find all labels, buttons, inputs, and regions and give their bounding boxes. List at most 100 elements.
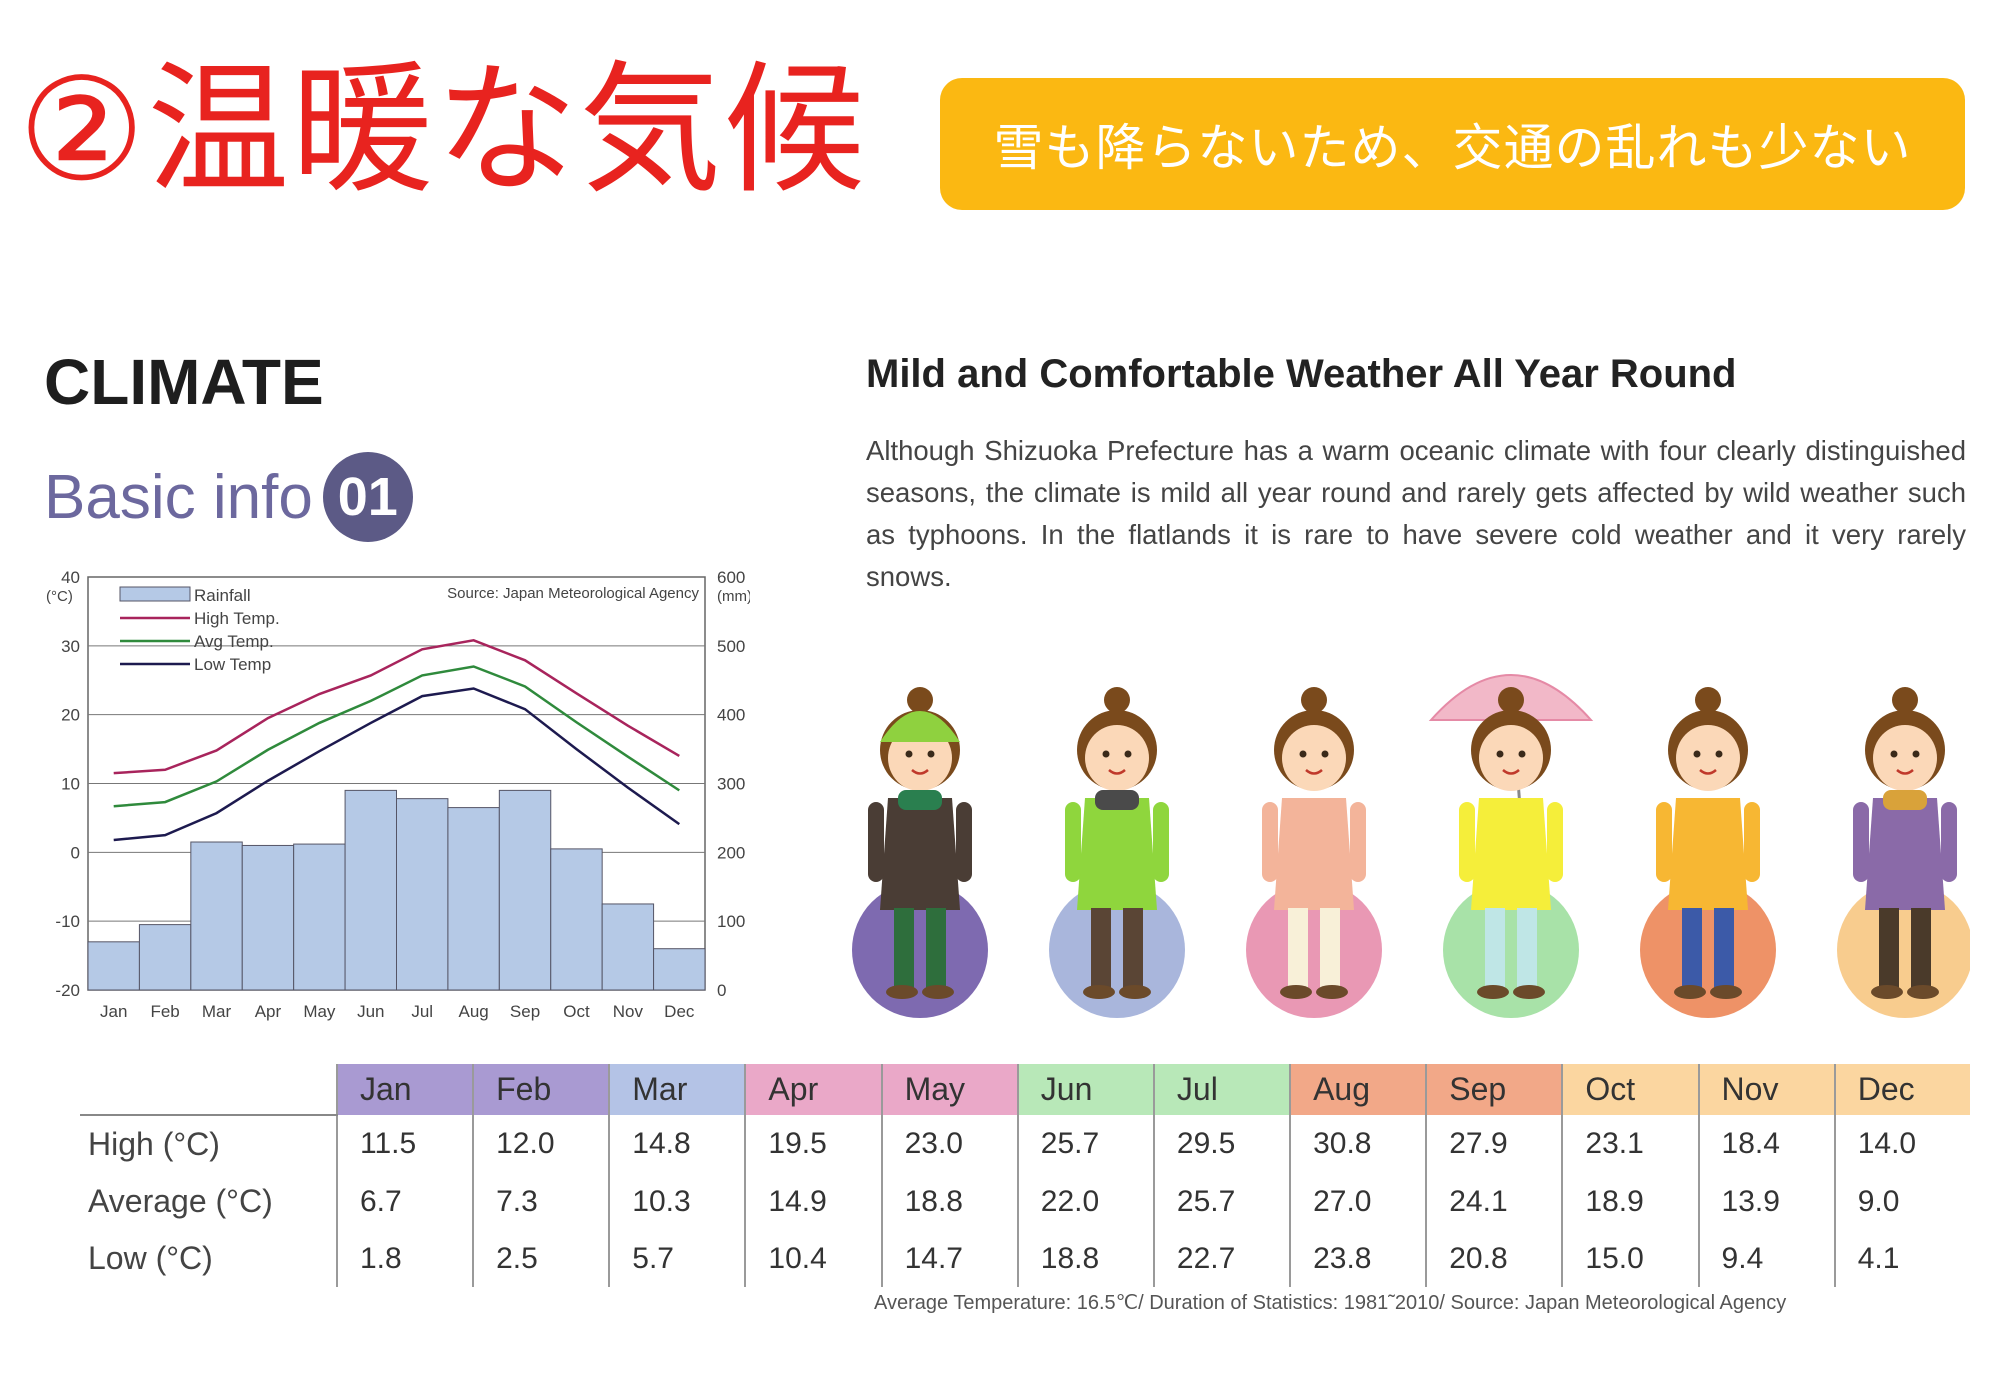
- month-header-cell: Mar: [608, 1064, 746, 1115]
- chart-source-note: Source: Japan Meteorological Agency: [447, 585, 699, 602]
- arm: [1853, 802, 1869, 882]
- headline: Mild and Comfortable Weather All Year Ro…: [866, 352, 1737, 396]
- coat: [1668, 798, 1748, 910]
- left-tick-label: 20: [61, 706, 80, 725]
- shoe: [886, 985, 918, 999]
- scarf: [1883, 790, 1927, 810]
- leg: [894, 908, 914, 988]
- leg: [1288, 908, 1308, 988]
- leg: [1714, 908, 1734, 988]
- left-tick-label: 30: [61, 637, 80, 656]
- eye: [1102, 750, 1110, 758]
- table-cell: 11.5: [335, 1115, 474, 1173]
- table-cell: 30.8: [1289, 1115, 1427, 1173]
- table-cell: 18.4: [1697, 1115, 1835, 1173]
- table-cell: 12.0: [472, 1115, 610, 1173]
- shoe: [1907, 985, 1939, 999]
- table-cell: 15.0: [1561, 1230, 1699, 1287]
- rainfall-bar: [190, 841, 243, 991]
- rainfall-bar: [87, 941, 140, 991]
- person-figure: [1428, 674, 1594, 1018]
- table-cell: 10.3: [608, 1173, 746, 1230]
- table-cell: 18.8: [880, 1173, 1018, 1230]
- rainfall-bar: [550, 848, 603, 991]
- scarf: [898, 790, 942, 810]
- rainfall-bar: [498, 789, 552, 991]
- left-tick-label: 10: [61, 775, 80, 794]
- month-header-cell: Feb: [472, 1064, 610, 1115]
- season-circle: [1837, 882, 1970, 1018]
- arm: [1350, 802, 1366, 882]
- season-circle: [852, 882, 988, 1018]
- eye: [1299, 750, 1307, 758]
- table-cell: 6.7: [335, 1173, 474, 1230]
- banner: 雪も降らないため、交通の乱れも少ない: [940, 78, 1965, 210]
- table-cell: 7.3: [472, 1173, 610, 1230]
- table-cell: 19.5: [744, 1115, 882, 1173]
- person-figure: [1246, 687, 1382, 1018]
- month-header-cell: May: [880, 1064, 1018, 1115]
- leg: [1682, 908, 1702, 988]
- legend-label: Low Temp: [194, 655, 271, 674]
- leg: [1879, 908, 1899, 988]
- legend-label: Rainfall: [194, 586, 251, 605]
- table-cell: 24.1: [1425, 1173, 1563, 1230]
- rainfall-bar: [396, 798, 449, 991]
- person-figure: [1049, 687, 1185, 1018]
- month-header-cell: Dec: [1833, 1064, 1970, 1115]
- face: [1282, 725, 1346, 791]
- rainfall-bar: [601, 903, 655, 991]
- eye: [1321, 750, 1329, 758]
- right-axis-unit: (mm): [717, 588, 750, 605]
- table-cell: 9.4: [1697, 1230, 1835, 1287]
- table-cell: 22.7: [1152, 1230, 1291, 1287]
- table-cell: 14.0: [1833, 1115, 1970, 1173]
- seasonal-people-illustration: [852, 674, 1970, 1018]
- hair-bun: [1892, 687, 1918, 713]
- table-cell: 23.0: [880, 1115, 1018, 1173]
- x-tick-label: Oct: [563, 1002, 590, 1021]
- leg: [926, 908, 946, 988]
- hair-bun: [1498, 687, 1524, 713]
- x-tick-label: Jan: [100, 1002, 127, 1021]
- temp-line-avg-temp-: [113, 665, 680, 808]
- eye: [1715, 750, 1723, 758]
- shoe: [1674, 985, 1706, 999]
- hair-bun: [1104, 687, 1130, 713]
- shoe: [1477, 985, 1509, 999]
- face: [1873, 725, 1937, 791]
- arm: [1262, 802, 1278, 882]
- arm: [1065, 802, 1081, 882]
- eye: [1912, 750, 1920, 758]
- x-tick-label: Dec: [664, 1002, 695, 1021]
- month-header-cell: Sep: [1425, 1064, 1563, 1115]
- leg: [1485, 908, 1505, 988]
- eye: [1518, 750, 1526, 758]
- eye: [1693, 750, 1701, 758]
- face: [1479, 725, 1543, 791]
- row-label: Low (°C): [88, 1240, 213, 1276]
- month-header-cell: Jul: [1152, 1064, 1291, 1115]
- eye: [1890, 750, 1898, 758]
- shoe: [1083, 985, 1115, 999]
- mouth: [1108, 769, 1126, 775]
- climate-heading: CLIMATE: [44, 346, 324, 418]
- shoe: [1316, 985, 1348, 999]
- table-cell: 5.7: [608, 1230, 746, 1287]
- right-tick-label: 200: [717, 843, 745, 862]
- table-cell: 25.7: [1152, 1173, 1291, 1230]
- arm: [1941, 802, 1957, 882]
- left-tick-label: 0: [71, 843, 80, 862]
- rainfall-bar: [344, 789, 398, 991]
- arm: [1656, 802, 1672, 882]
- mouth: [1305, 769, 1323, 775]
- coat: [1274, 798, 1354, 910]
- left-axis-unit: (°C): [46, 588, 73, 605]
- hair-bun: [907, 687, 933, 713]
- rainfall-bar: [653, 948, 706, 991]
- table-cell: 23.1: [1561, 1115, 1699, 1173]
- right-tick-label: 100: [717, 912, 745, 931]
- eye: [927, 750, 935, 758]
- person-figure: [1640, 687, 1776, 1018]
- month-header-cell: Jun: [1016, 1064, 1154, 1115]
